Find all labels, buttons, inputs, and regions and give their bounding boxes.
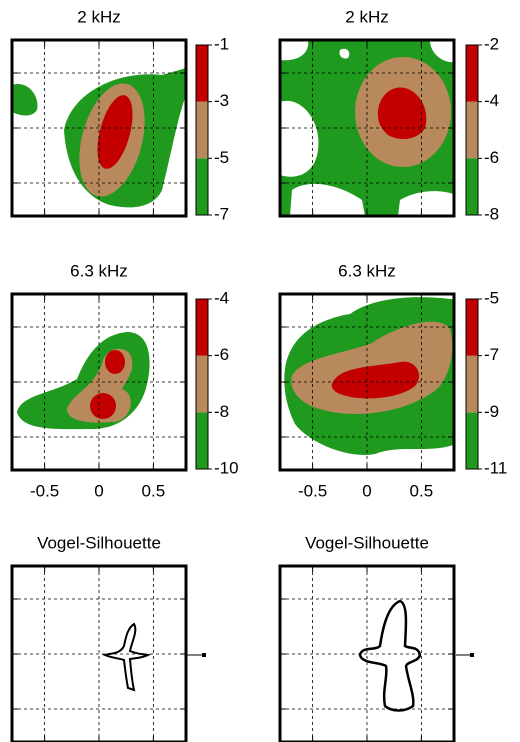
x-tick-label: 0.5 xyxy=(410,481,434,500)
x-tick-label: 0 xyxy=(94,481,103,500)
silhouette-panel xyxy=(360,601,420,711)
colorbar-label: -7 xyxy=(484,345,499,364)
contour-region xyxy=(90,393,116,419)
colorbar-segment xyxy=(466,412,478,469)
colorbar-label: -3 xyxy=(214,91,229,110)
colorbar-segment xyxy=(196,356,208,413)
colorbar-label: -4 xyxy=(214,288,229,307)
panel-title: 2 kHz xyxy=(77,7,120,26)
x-tick-label: 0 xyxy=(362,481,371,500)
colorbar-segment xyxy=(196,412,208,469)
colorbar-label: -4 xyxy=(484,91,499,110)
colorbar-label: -7 xyxy=(214,204,229,223)
colorbar-label: -10 xyxy=(214,458,239,477)
colorbar-segment xyxy=(466,45,478,102)
colorbar-segment xyxy=(466,299,478,356)
figure: 2 kHz -7 -5 -3 -1 2 kHz -8 -6 -4 -2 6.3 kHz -0.5 0 0.… xyxy=(0,0,520,742)
colorbar-label: -8 xyxy=(484,204,499,223)
panel-title: 2 kHz xyxy=(345,7,388,26)
bird-silhouette xyxy=(105,624,148,690)
colorbar-segment xyxy=(196,102,208,159)
pointer-dot xyxy=(202,653,206,657)
colorbar-label: -5 xyxy=(484,288,499,307)
contour-field xyxy=(284,297,456,455)
x-tick-label: 0.5 xyxy=(142,481,166,500)
colorbar-label: -6 xyxy=(484,148,499,167)
colorbar-segment xyxy=(466,102,478,159)
colorbar-label: -1 xyxy=(214,34,229,53)
panel-title: Vogel-Silhouette xyxy=(37,533,161,552)
colorbar-label: -6 xyxy=(214,345,229,364)
silhouette-panel xyxy=(105,624,148,690)
pointer-dot xyxy=(470,653,474,657)
colorbar-segment xyxy=(466,356,478,413)
x-tick-label: -0.5 xyxy=(298,481,327,500)
colorbar-label: -2 xyxy=(484,34,499,53)
colorbar-label: -11 xyxy=(484,458,507,477)
panel-title: Vogel-Silhouette xyxy=(305,533,429,552)
contour-field xyxy=(17,332,150,429)
colorbar-label: -8 xyxy=(214,402,229,421)
contour-region xyxy=(105,350,125,374)
colorbar-label: -9 xyxy=(484,402,499,421)
colorbar-segment xyxy=(196,45,208,102)
panel-title: 6.3 kHz xyxy=(338,261,396,280)
colorbar-label: -5 xyxy=(214,148,229,167)
bird-silhouette xyxy=(360,601,420,711)
colorbar-segment xyxy=(466,158,478,215)
x-tick-label: -0.5 xyxy=(30,481,59,500)
colorbar-segment xyxy=(196,299,208,356)
panel-title: 6.3 kHz xyxy=(70,261,128,280)
contour-region xyxy=(12,84,37,115)
colorbar-segment xyxy=(196,158,208,215)
